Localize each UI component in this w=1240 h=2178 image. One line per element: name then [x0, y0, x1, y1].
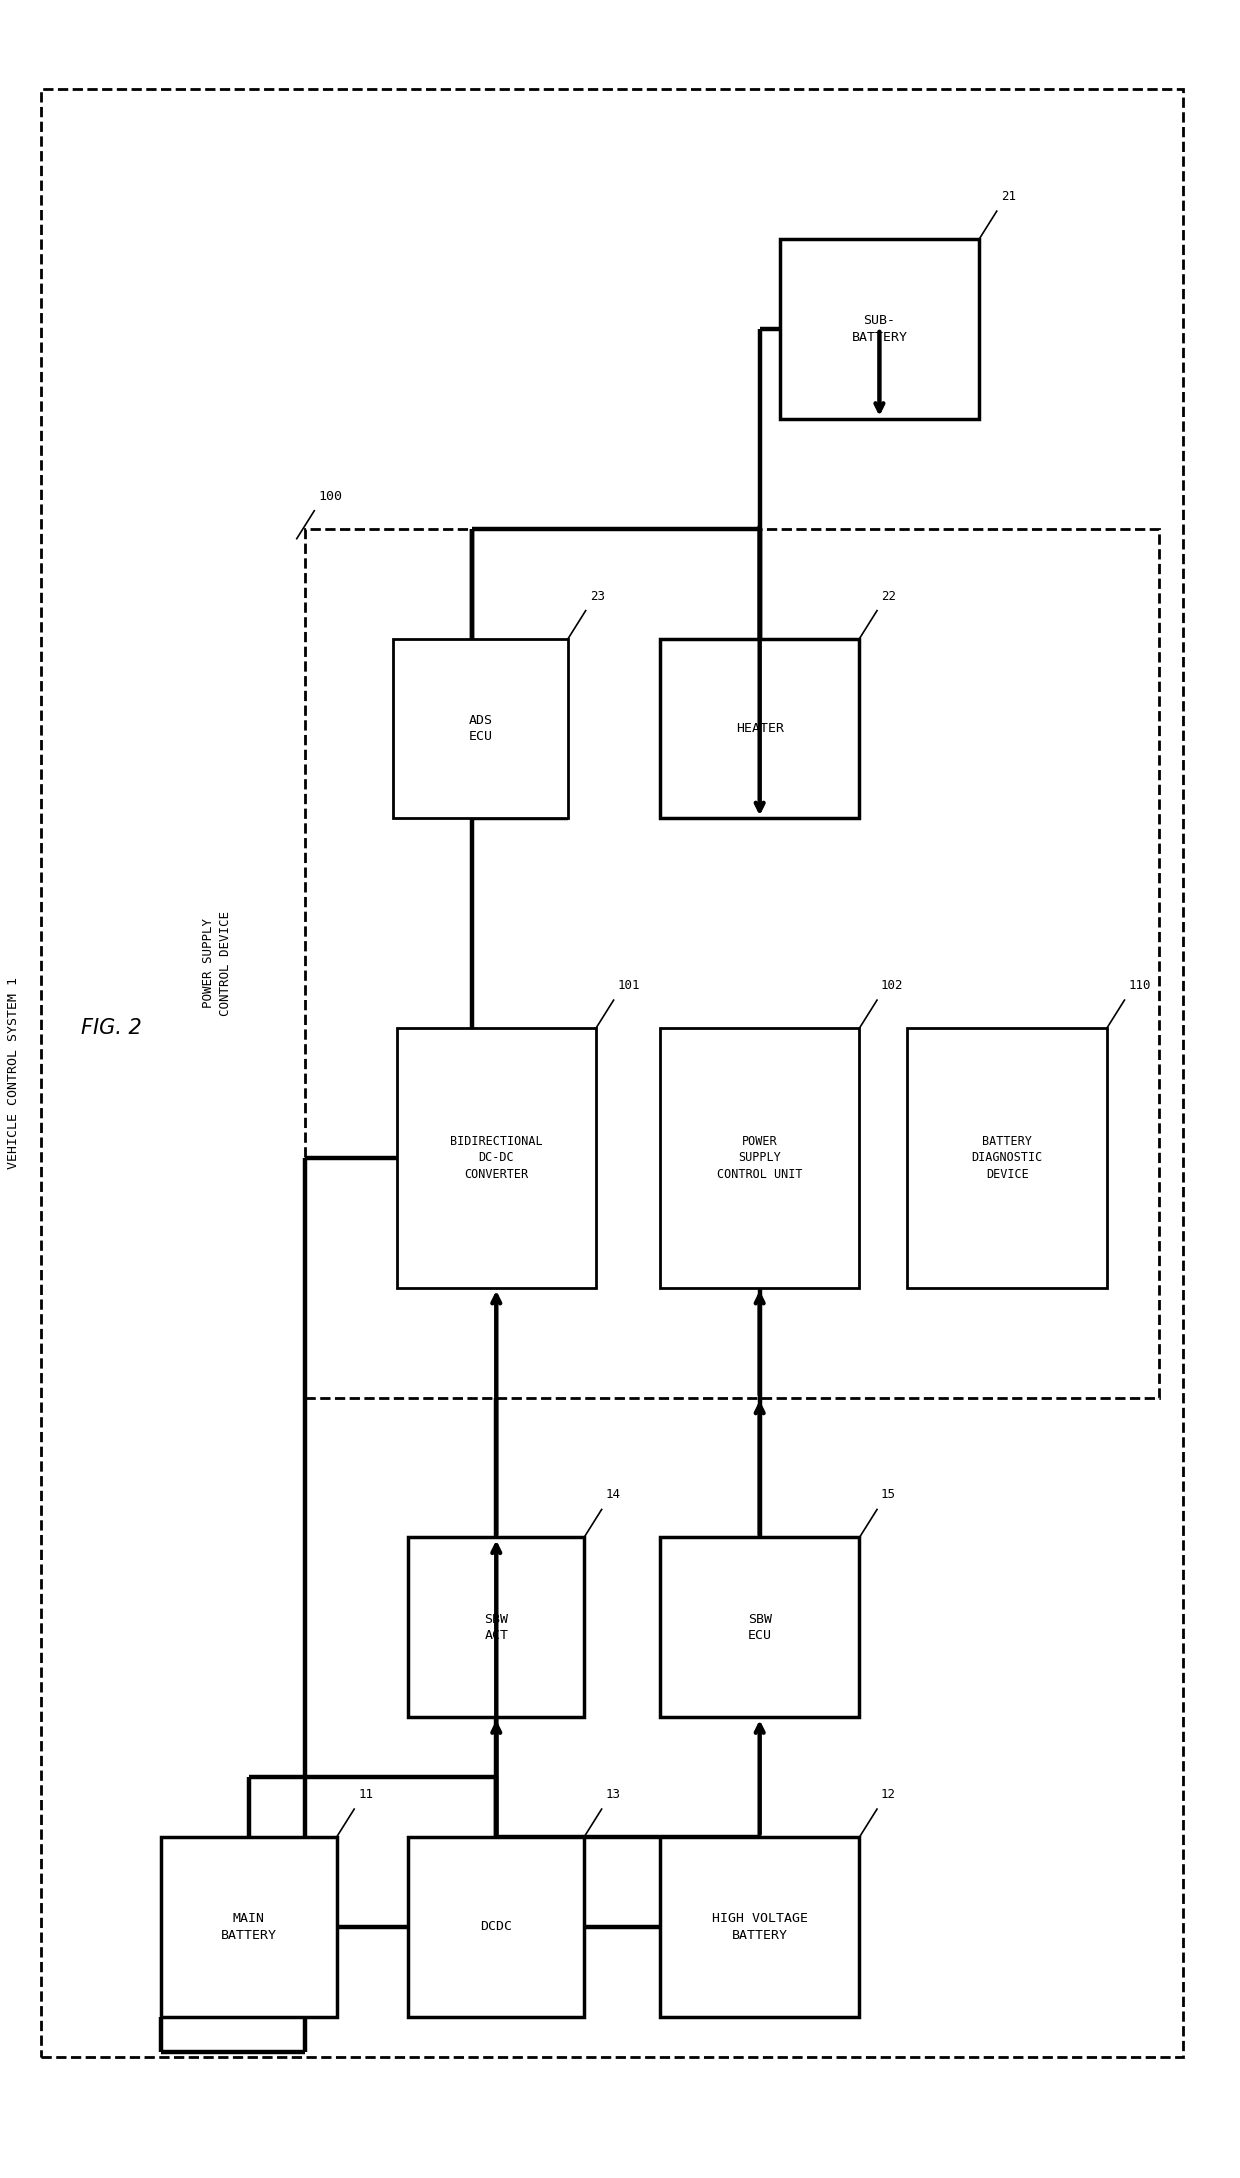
Bar	[660, 1836, 859, 2017]
Text: VEHICLE CONTROL SYSTEM 1: VEHICLE CONTROL SYSTEM 1	[7, 978, 20, 1170]
Text: POWER SUPPLY
CONTROL DEVICE: POWER SUPPLY CONTROL DEVICE	[202, 910, 232, 1015]
Text: SUB-
BATTERY: SUB- BATTERY	[852, 314, 908, 344]
Text: FIG. 2: FIG. 2	[81, 1017, 141, 1039]
Text: BIDIRECTIONAL
DC-DC
CONVERTER: BIDIRECTIONAL DC-DC CONVERTER	[450, 1135, 543, 1180]
Text: ADS
ECU: ADS ECU	[469, 714, 492, 743]
Text: 21: 21	[1001, 189, 1016, 203]
Bar	[660, 638, 859, 819]
Text: 101: 101	[618, 980, 640, 993]
Bar	[408, 1538, 584, 1716]
Bar	[660, 1028, 859, 1287]
Bar	[780, 240, 980, 418]
Text: POWER
SUPPLY
CONTROL UNIT: POWER SUPPLY CONTROL UNIT	[717, 1135, 802, 1180]
Text: 13: 13	[605, 1788, 621, 1801]
Text: 23: 23	[590, 590, 605, 603]
Bar	[408, 1836, 584, 2017]
Text: 14: 14	[605, 1488, 621, 1501]
Text: 100: 100	[319, 490, 342, 503]
Bar	[305, 529, 1159, 1398]
Text: 11: 11	[358, 1788, 373, 1801]
Text: DCDC: DCDC	[480, 1921, 512, 1934]
Bar	[397, 1028, 596, 1287]
Text: 110: 110	[1128, 980, 1151, 993]
Text: BATTERY
DIAGNOSTIC
DEVICE: BATTERY DIAGNOSTIC DEVICE	[971, 1135, 1043, 1180]
Text: 102: 102	[880, 980, 904, 993]
Text: MAIN
BATTERY: MAIN BATTERY	[221, 1912, 277, 1941]
Text: HIGH VOLTAGE
BATTERY: HIGH VOLTAGE BATTERY	[712, 1912, 807, 1941]
Bar	[908, 1028, 1107, 1287]
Text: SBW
ECU: SBW ECU	[748, 1612, 771, 1642]
Bar	[161, 1836, 336, 2017]
Text: 22: 22	[880, 590, 897, 603]
Text: HEATER: HEATER	[735, 721, 784, 734]
Text: 12: 12	[880, 1788, 897, 1801]
Text: 15: 15	[880, 1488, 897, 1501]
Text: SBW
ACT: SBW ACT	[485, 1612, 508, 1642]
Bar	[660, 1538, 859, 1716]
Bar	[393, 638, 568, 819]
